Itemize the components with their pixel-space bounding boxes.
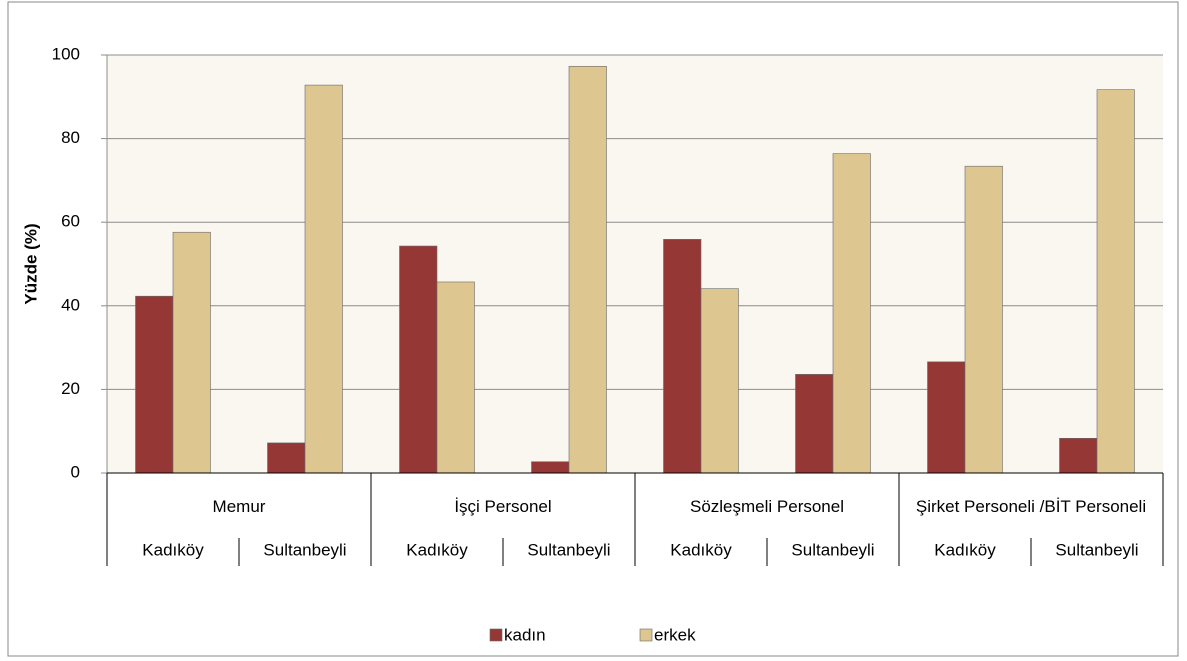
bar: [568, 65, 607, 474]
legend-label: erkek: [654, 625, 696, 644]
bar: [795, 374, 834, 474]
y-tick-label: 20: [61, 379, 80, 398]
bar: [1059, 438, 1098, 474]
bar: [964, 165, 1003, 474]
x-tick-label: Kadıköy: [142, 540, 204, 559]
bar: [700, 288, 739, 474]
legend-label: kadın: [504, 625, 546, 644]
plot-area: [107, 55, 1163, 473]
y-tick-label: 80: [61, 128, 80, 147]
group-label: Şirket Personeli /BİT Personeli: [915, 497, 1147, 516]
x-tick-label: Kadıköy: [934, 540, 996, 559]
group-label: İşçi Personel: [454, 497, 552, 516]
bar: [531, 461, 570, 474]
group-label-box: Şirket Personeli /BİT Personeli: [915, 497, 1147, 516]
group-label: Sözleşmeli Personel: [689, 497, 844, 516]
y-tick-label: 40: [61, 295, 80, 314]
bar: [399, 245, 438, 474]
y-tick-label: 0: [71, 462, 80, 481]
legend-swatch: [639, 628, 653, 642]
x-tick-label: Kadıköy: [406, 540, 468, 559]
group-label-box: Memur: [212, 497, 266, 516]
group-label: Memur: [212, 497, 266, 516]
x-tick-label: Sultanbeyli: [791, 540, 874, 559]
bar: [436, 281, 475, 474]
bar: [663, 239, 702, 474]
x-tick-label: Sultanbeyli: [1055, 540, 1138, 559]
group-label-box: Sözleşmeli Personel: [689, 497, 844, 516]
bar: [1096, 89, 1135, 474]
bar: [267, 442, 306, 474]
x-tick-label: Kadıköy: [670, 540, 732, 559]
bar: [832, 153, 871, 474]
group-label-box: İşçi Personel: [454, 497, 552, 516]
x-tick-label: Sultanbeyli: [263, 540, 346, 559]
legend-swatch: [489, 628, 503, 642]
bar: [135, 295, 174, 474]
bar: [927, 361, 966, 474]
bar: [304, 84, 343, 474]
y-axis-label: Yüzde (%): [21, 223, 40, 304]
y-tick-label: 60: [61, 212, 80, 231]
x-tick-label: Sultanbeyli: [527, 540, 610, 559]
y-tick-label: 100: [52, 44, 80, 63]
bar: [172, 231, 211, 474]
